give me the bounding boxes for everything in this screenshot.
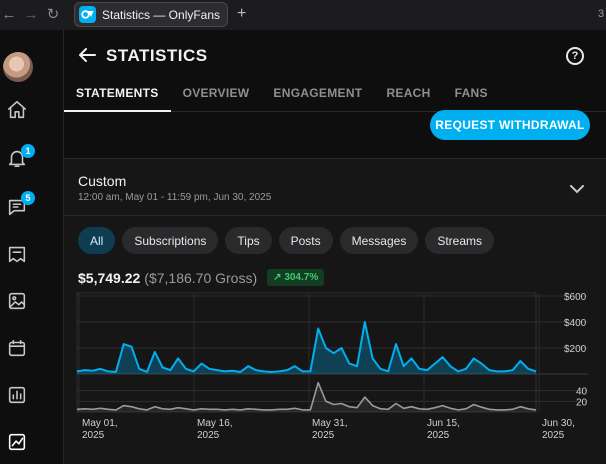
tab-fans[interactable]: FANS (454, 86, 488, 100)
tab-title: Statistics — OnlyFans (102, 7, 221, 22)
x-tick-label: Jun 15, (427, 418, 460, 429)
message-badge: 5 (21, 191, 35, 205)
browser-toolbar: ← → ↻ Statistics — OnlyFans + 3 (0, 0, 606, 30)
y-tick-label: $600 (564, 292, 587, 303)
avatar[interactable] (3, 52, 33, 82)
filter-subscriptions[interactable]: Subscriptions (122, 227, 219, 254)
earnings-summary: $5,749.22 ($7,186.70 Gross) ↗ 304.7% (78, 269, 325, 286)
x-tick-label: 2025 (427, 430, 450, 441)
secondary-line (76, 381, 537, 411)
filter-tips[interactable]: Tips (225, 227, 272, 254)
y-tick-label: 20 (576, 397, 588, 408)
y-tick-label: $400 (564, 318, 587, 329)
trend-up-icon: ↗ (273, 272, 282, 283)
chart-grid (76, 292, 588, 413)
request-withdrawal-button[interactable]: REQUEST WITHDRAWAL (430, 110, 590, 140)
filter-posts[interactable]: Posts (278, 227, 333, 254)
collections-icon[interactable] (5, 242, 29, 266)
y-tick-label: 40 (576, 387, 588, 398)
forward-arrow-icon[interactable]: → (23, 6, 39, 23)
new-tab-button[interactable]: + (237, 5, 247, 22)
growth-badge: ↗ 304.7% (267, 269, 325, 286)
x-tick-label: May 16, (197, 418, 233, 429)
page-title: STATISTICS (106, 46, 208, 65)
chevron-down-icon[interactable] (570, 181, 584, 199)
net-earnings: $5,749.22 (78, 269, 141, 286)
x-tick-label: 2025 (82, 430, 105, 441)
notification-badge: 1 (21, 144, 35, 158)
back-arrow-icon[interactable]: ← (1, 6, 17, 23)
gross-earnings: ($7,186.70 Gross) (144, 269, 258, 286)
statistics-icon[interactable] (5, 430, 29, 454)
x-tick-label: May 01, (82, 418, 118, 429)
statement-panel: Custom 12:00 am, May 01 - 11:59 pm, Jun … (64, 158, 606, 464)
back-arrow-icon[interactable] (78, 47, 96, 68)
bar-chart-icon[interactable] (5, 383, 29, 407)
tab-statements[interactable]: STATEMENTS (64, 82, 171, 112)
tab-overview[interactable]: OVERVIEW (182, 86, 250, 100)
filter-streams[interactable]: Streams (425, 227, 495, 254)
x-tick-label: May 31, (312, 418, 348, 429)
filter-chips: All Subscriptions Tips Posts Messages St… (78, 227, 495, 254)
reload-icon[interactable]: ↻ (46, 6, 60, 23)
browser-tab[interactable]: Statistics — OnlyFans (74, 2, 228, 27)
x-tick-label: Jun 30, (542, 418, 575, 429)
x-tick-label: 2025 (312, 430, 335, 441)
x-tick-label: 2025 (542, 430, 565, 441)
stats-tabs: STATEMENTS OVERVIEW ENGAGEMENT REACH FAN… (64, 82, 500, 112)
period-label: Custom (78, 173, 127, 189)
period-range: 12:00 am, May 01 - 11:59 pm, Jun 30, 202… (78, 192, 272, 203)
filter-messages[interactable]: Messages (339, 227, 419, 254)
earnings-series (76, 321, 537, 374)
tab-reach[interactable]: REACH (386, 86, 431, 100)
tab-engagement[interactable]: ENGAGEMENT (273, 86, 363, 100)
media-icon[interactable] (5, 289, 29, 313)
y-tick-label: $200 (564, 344, 587, 355)
divider (64, 215, 606, 216)
secondary-series (76, 381, 537, 412)
secondary-area (77, 382, 536, 412)
chart-frame (76, 292, 537, 413)
help-icon[interactable]: ? (566, 47, 584, 65)
filter-all[interactable]: All (78, 227, 116, 254)
earnings-line (76, 321, 537, 373)
growth-value: 304.7% (284, 272, 319, 283)
bell-icon[interactable] (5, 146, 29, 170)
onlyfans-logo-icon (79, 6, 96, 23)
page-header: STATISTICS ? STATEMENTS OVERVIEW ENGAGEM… (64, 30, 606, 112)
earnings-area (77, 322, 536, 374)
home-icon[interactable] (5, 98, 29, 122)
x-tick-label: 2025 (197, 430, 220, 441)
calendar-icon[interactable] (5, 336, 29, 360)
edge-number: 3 (598, 8, 605, 20)
sidebar: 1 5 (0, 30, 64, 464)
